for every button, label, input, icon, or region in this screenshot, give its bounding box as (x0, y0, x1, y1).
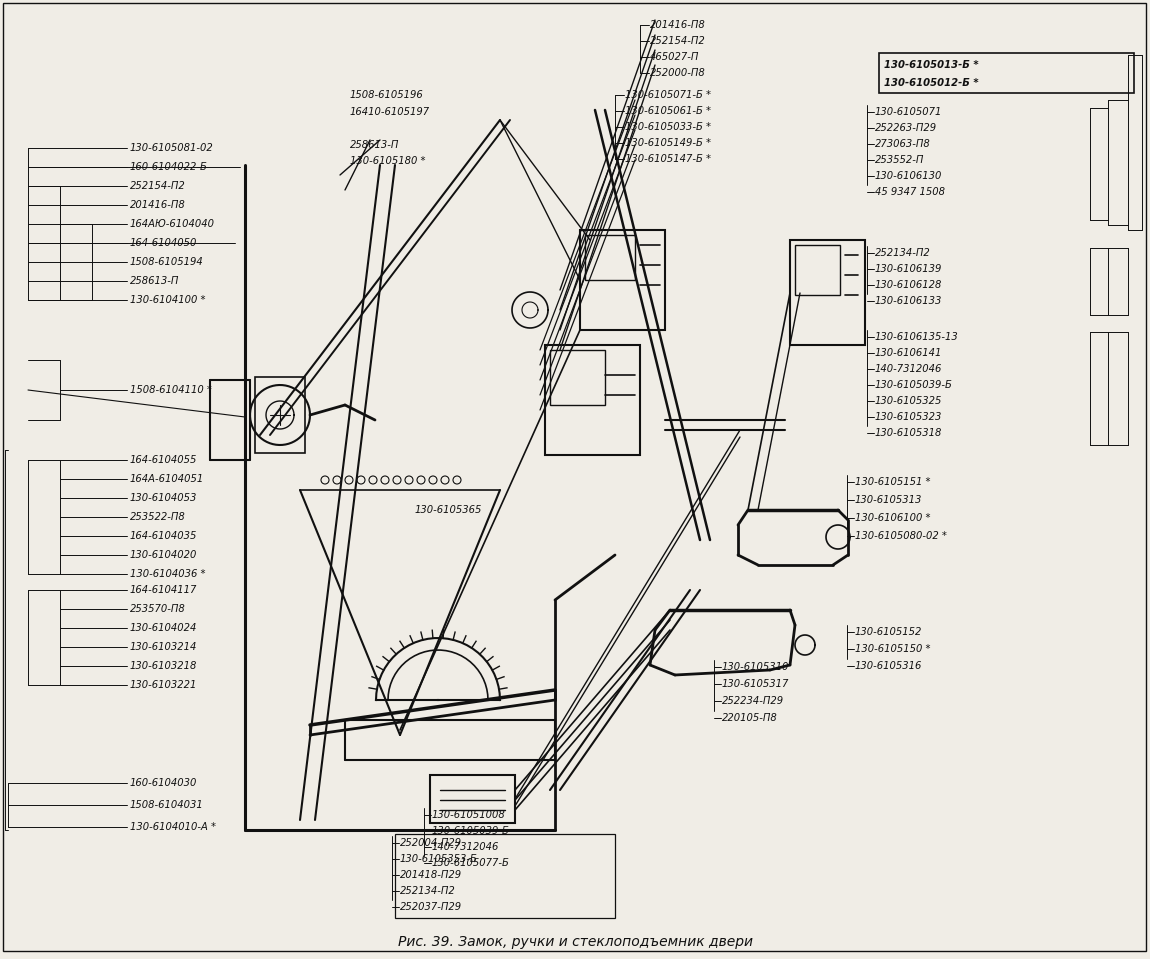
Text: 130-6104010-А *: 130-6104010-А * (130, 822, 216, 832)
Text: 130-6105077-Б: 130-6105077-Б (432, 858, 509, 868)
Text: 130-6105150 *: 130-6105150 * (854, 644, 930, 654)
Text: 253552-П: 253552-П (875, 155, 925, 165)
Bar (585, 235, 635, 280)
Text: 252154-П2: 252154-П2 (650, 36, 706, 46)
Text: 164-6104055: 164-6104055 (130, 455, 198, 465)
Text: 1508-6104031: 1508-6104031 (130, 800, 204, 810)
Text: 1508-6105194: 1508-6105194 (130, 257, 204, 267)
Text: 220105-П8: 220105-П8 (722, 713, 777, 723)
Text: 130-61051008: 130-61051008 (432, 810, 506, 820)
Bar (550, 350, 605, 405)
Text: 252134-П2: 252134-П2 (875, 248, 930, 258)
Text: 16410-6105197: 16410-6105197 (350, 107, 430, 117)
Text: 140-7312046: 140-7312046 (875, 364, 942, 374)
Text: 130-6103221: 130-6103221 (130, 680, 198, 690)
Text: 130-6106139: 130-6106139 (875, 264, 942, 274)
Text: 253522-П8: 253522-П8 (130, 512, 186, 522)
Bar (790, 240, 865, 345)
Text: 252263-П29: 252263-П29 (875, 123, 937, 133)
Text: 252004-П29: 252004-П29 (400, 838, 462, 848)
Text: 130-6105039-Б: 130-6105039-Б (875, 380, 953, 390)
Bar (795, 245, 840, 295)
Text: 130-6105012-Б *: 130-6105012-Б * (884, 78, 979, 88)
Bar (545, 345, 641, 455)
Text: 130-6103218: 130-6103218 (130, 661, 198, 671)
Text: 130-6104024: 130-6104024 (130, 623, 198, 633)
Text: 252037-П29: 252037-П29 (400, 902, 462, 912)
Text: 130-6106100 *: 130-6106100 * (854, 513, 930, 523)
Text: 130-6106141: 130-6106141 (875, 348, 942, 358)
Text: 273063-П8: 273063-П8 (875, 139, 930, 149)
Text: 130-6105353-Б: 130-6105353-Б (400, 854, 478, 864)
Text: 130-6105061-Б *: 130-6105061-Б * (624, 106, 711, 116)
Text: 130-6106130: 130-6106130 (875, 171, 942, 181)
Text: 130-6105317: 130-6105317 (722, 679, 789, 689)
Text: 130-6105080-02 *: 130-6105080-02 * (854, 531, 946, 541)
Text: 130-6105365: 130-6105365 (415, 505, 482, 515)
Text: 130-6104020: 130-6104020 (130, 550, 198, 560)
Text: Рис. 39. Замок, ручки и стеклоподъемник двери: Рис. 39. Замок, ручки и стеклоподъемник … (398, 935, 752, 949)
Bar (255, 377, 305, 453)
Bar (394, 834, 615, 918)
Text: 130-6105033-Б *: 130-6105033-Б * (624, 122, 711, 132)
Text: 201418-П29: 201418-П29 (400, 870, 462, 880)
Text: 130-6105149-Б *: 130-6105149-Б * (624, 138, 711, 148)
Text: 160-6104022-Б: 160-6104022-Б (130, 162, 208, 172)
Text: 130-6105147-Б *: 130-6105147-Б * (624, 154, 711, 164)
Text: 130-6105323: 130-6105323 (875, 412, 942, 422)
Text: 130-6104036 *: 130-6104036 * (130, 569, 206, 579)
Text: 130-6105152: 130-6105152 (854, 627, 922, 637)
Bar (430, 775, 515, 823)
Text: 130-6106135-13: 130-6106135-13 (875, 332, 959, 342)
Text: 160-6104030: 160-6104030 (130, 778, 198, 788)
Text: 130-6103214: 130-6103214 (130, 642, 198, 652)
Text: 130-6104100 *: 130-6104100 * (130, 295, 206, 305)
Text: 164-6104035: 164-6104035 (130, 531, 198, 541)
Text: 130-6106128: 130-6106128 (875, 280, 942, 290)
Text: 258613-П: 258613-П (350, 140, 399, 150)
Text: 252000-П8: 252000-П8 (650, 68, 706, 78)
Text: 130-6105318: 130-6105318 (875, 428, 942, 438)
Text: 130-6105313: 130-6105313 (854, 495, 922, 505)
Text: 1508-6104110 *: 1508-6104110 * (130, 385, 212, 395)
Text: 130-6105039-Б: 130-6105039-Б (432, 826, 509, 836)
Text: 164-6104117: 164-6104117 (130, 585, 198, 595)
Text: 130-6105151 *: 130-6105151 * (854, 477, 930, 487)
Text: 140-7312046: 140-7312046 (432, 842, 499, 852)
Bar (580, 230, 665, 330)
Text: 130-6105081-02: 130-6105081-02 (130, 143, 214, 153)
Text: 258613-П: 258613-П (130, 276, 179, 286)
Text: 130-6105071: 130-6105071 (875, 107, 942, 117)
Text: 164А-6104051: 164А-6104051 (130, 474, 205, 484)
Text: 130-6105316: 130-6105316 (854, 661, 922, 671)
Text: 252134-П2: 252134-П2 (400, 886, 455, 896)
Text: 1508-6105196: 1508-6105196 (350, 90, 423, 100)
Text: 130-6105013-Б *: 130-6105013-Б * (884, 60, 979, 70)
Text: 130-6106133: 130-6106133 (875, 296, 942, 306)
Text: 130-6105325: 130-6105325 (875, 396, 942, 406)
Text: 164-6104050: 164-6104050 (130, 238, 198, 248)
Text: 201416-П8: 201416-П8 (130, 200, 186, 210)
Text: 130-6105180 *: 130-6105180 * (350, 156, 426, 166)
Text: 465027-П: 465027-П (650, 52, 699, 62)
Bar (879, 53, 1134, 93)
Text: 45 9347 1508: 45 9347 1508 (875, 187, 945, 197)
Text: 252234-П29: 252234-П29 (722, 696, 784, 706)
Text: 130-6105071-Б *: 130-6105071-Б * (624, 90, 711, 100)
Text: 130-6104053: 130-6104053 (130, 493, 198, 503)
Text: 130-6105310: 130-6105310 (722, 662, 789, 672)
Text: 164АЮ-6104040: 164АЮ-6104040 (130, 219, 215, 229)
Text: 252154-П2: 252154-П2 (130, 181, 186, 191)
Text: 201416-П8: 201416-П8 (650, 20, 706, 30)
Text: 253570-П8: 253570-П8 (130, 604, 186, 614)
